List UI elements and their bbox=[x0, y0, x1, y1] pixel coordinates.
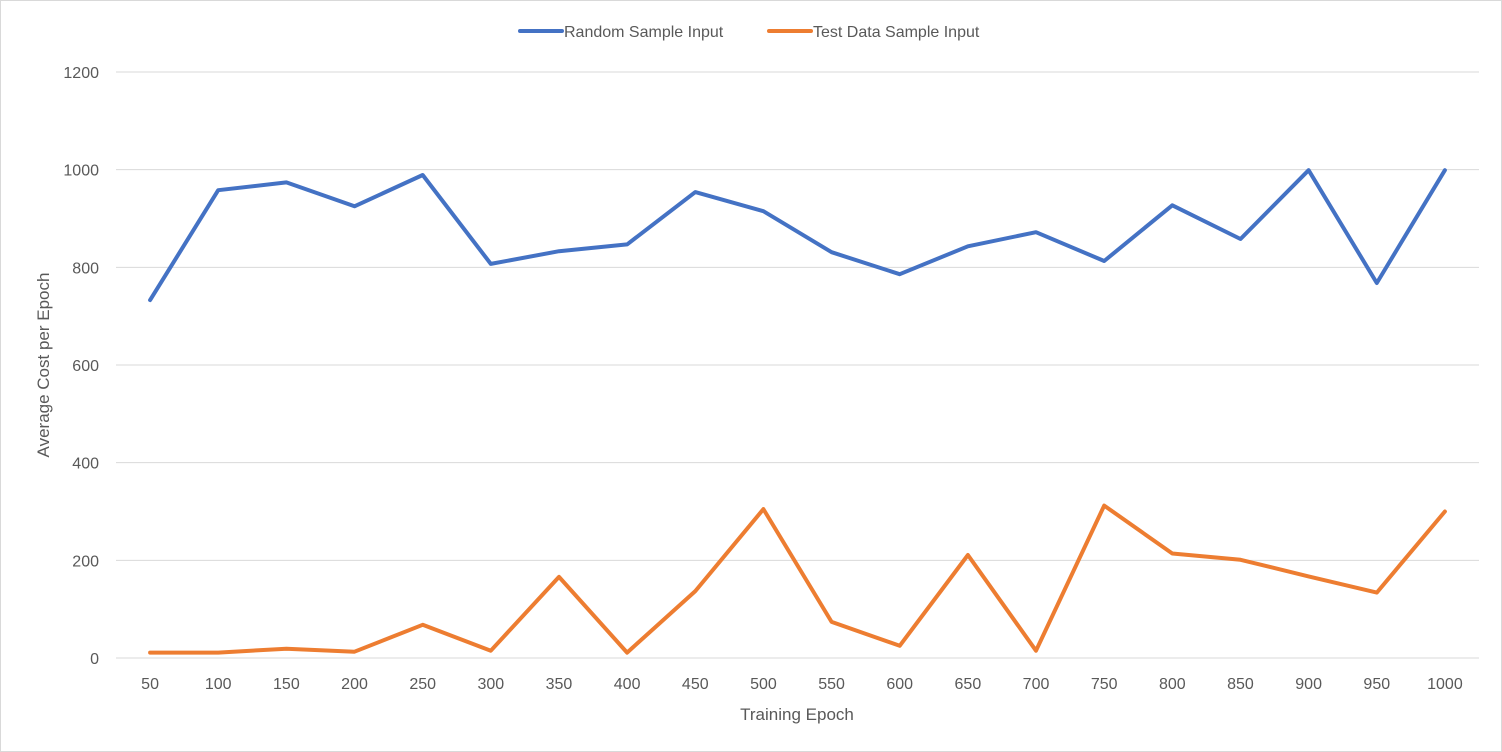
series-line-1 bbox=[148, 503, 1447, 655]
series-lines bbox=[148, 168, 1447, 655]
x-tick-label: 400 bbox=[614, 676, 641, 693]
x-tick-label: 650 bbox=[955, 676, 982, 693]
x-tick-label: 800 bbox=[1159, 676, 1186, 693]
x-tick-label: 150 bbox=[273, 676, 300, 693]
y-tick-label: 1200 bbox=[63, 65, 99, 82]
y-tick-label: 0 bbox=[90, 651, 99, 668]
x-tick-label: 300 bbox=[477, 676, 504, 693]
y-tick-label: 600 bbox=[72, 358, 99, 375]
x-tick-label: 350 bbox=[546, 676, 573, 693]
x-tick-label: 600 bbox=[886, 676, 913, 693]
y-axis-tick-labels: 0 200 400 600 800 1000 1200 bbox=[63, 65, 99, 668]
x-tick-label: 950 bbox=[1363, 676, 1390, 693]
y-tick-label: 200 bbox=[72, 553, 99, 570]
x-tick-label: 550 bbox=[818, 676, 845, 693]
x-tick-label: 450 bbox=[682, 676, 709, 693]
x-tick-label: 200 bbox=[341, 676, 368, 693]
legend-label-test-data-sample: Test Data Sample Input bbox=[813, 24, 980, 41]
x-tick-label: 900 bbox=[1295, 676, 1322, 693]
y-tick-label: 400 bbox=[72, 456, 99, 473]
x-tick-label: 50 bbox=[141, 676, 159, 693]
gridlines bbox=[116, 71, 1479, 659]
x-tick-label: 700 bbox=[1023, 676, 1050, 693]
x-tick-label: 1000 bbox=[1427, 676, 1463, 693]
legend: Random Sample Input Test Data Sample Inp… bbox=[518, 24, 980, 41]
y-tick-label: 800 bbox=[72, 260, 99, 277]
x-axis-tick-labels: 50 100 150 200 250 300 350 400 450 500 550 600 650 70… bbox=[141, 676, 1463, 693]
legend-label-random-sample: Random Sample Input bbox=[564, 24, 724, 41]
y-axis-title: Average Cost per Epoch bbox=[34, 273, 53, 458]
x-tick-label: 750 bbox=[1091, 676, 1118, 693]
x-axis-title: Training Epoch bbox=[740, 705, 854, 724]
x-tick-label: 250 bbox=[409, 676, 436, 693]
y-tick-label: 1000 bbox=[63, 163, 99, 180]
x-tick-label: 850 bbox=[1227, 676, 1254, 693]
series-line-0 bbox=[148, 168, 1447, 303]
x-tick-label: 500 bbox=[750, 676, 777, 693]
x-tick-label: 100 bbox=[205, 676, 232, 693]
